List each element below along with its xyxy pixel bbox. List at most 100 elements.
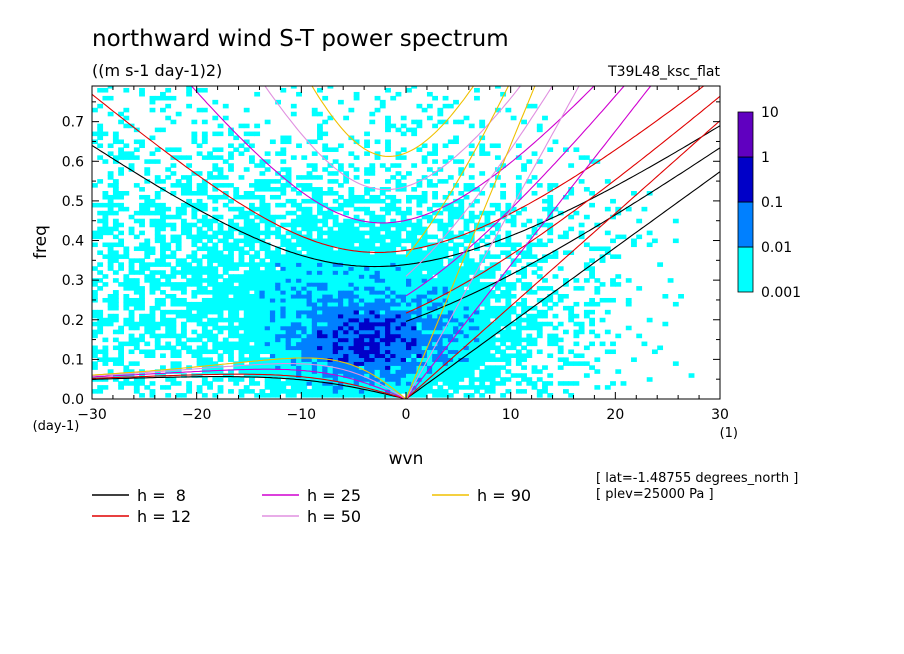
power-cell [128,317,135,323]
power-cell [463,373,470,378]
power-cell [615,206,622,212]
power-cell [269,349,276,355]
power-cell [170,222,177,228]
power-cell [317,389,323,394]
power-cell [264,345,271,351]
power-cell [102,357,109,362]
power-cell [306,305,313,311]
power-cell [133,321,140,327]
power-cell [275,381,281,386]
power-cell [264,294,271,299]
power-cell [515,325,522,331]
power-cell [374,373,381,378]
power-cell [358,317,365,323]
power-cell [447,377,454,382]
power-cell [180,274,187,279]
power-cell [306,349,313,355]
colorbar-segment [737,201,754,248]
power-cell [494,321,501,327]
power-cell [500,294,507,299]
power-cell [301,246,308,252]
power-cell [583,278,590,283]
power-cell [290,226,297,232]
power-cell [385,167,391,172]
power-cell [228,246,234,252]
power-cell [144,179,151,184]
power-cell [426,297,433,303]
power-cell [264,151,271,156]
power-cell [175,262,182,267]
power-cell [364,389,370,394]
power-cell [400,313,407,319]
power-cell [154,301,161,307]
power-cell [379,286,386,291]
power-cell [290,258,297,263]
power-cell [322,325,329,331]
power-cell [191,258,198,263]
power-cell [332,286,339,291]
power-cell [165,309,172,315]
power-cell [249,353,255,358]
power-cell [264,369,271,374]
power-cell [317,266,323,271]
power-cell [311,361,318,366]
power-cell [447,202,454,208]
power-cell [154,190,161,196]
power-cell [374,329,381,335]
power-cell [426,103,433,109]
power-cell [411,131,418,137]
power-cell [374,309,381,315]
power-cell [515,210,522,216]
power-cell [139,305,145,311]
power-cell [604,230,611,236]
power-cell [123,278,130,283]
power-cell [337,99,344,105]
power-cell [165,214,172,220]
x-axis-unit: (1) [720,426,738,441]
power-cell [332,349,339,355]
power-cell [390,123,397,129]
power-cell [468,321,475,327]
power-cell [92,290,98,295]
power-cell [196,87,203,93]
power-cell [191,119,198,125]
power-cell [337,238,344,244]
power-cell [437,297,444,303]
power-cell [217,301,224,307]
power-cell [453,278,459,283]
power-cell [395,258,402,263]
power-cell [254,123,261,129]
power-cell [207,175,213,180]
power-cell [327,361,334,366]
power-cell [144,321,151,327]
power-cell [332,313,339,319]
power-cell [107,206,114,212]
power-cell [128,309,135,315]
power-cell [337,373,344,378]
power-cell [207,266,213,271]
power-cell [196,151,203,156]
power-cell [406,329,412,335]
power-cell [275,246,281,252]
power-cell [421,325,428,331]
power-cell [186,278,193,283]
power-cell [395,238,402,244]
power-cell [515,361,522,366]
power-cell [196,190,203,196]
power-cell [379,198,386,204]
power-cell [421,329,428,335]
power-cell [463,345,470,351]
power-cell [515,337,522,343]
power-cell [531,305,538,311]
power-cell [521,301,527,307]
power-cell [557,357,564,362]
power-cell [458,190,465,196]
power-cell [400,321,407,327]
power-cell [301,329,308,335]
power-cell [426,294,433,299]
power-cell [201,393,208,398]
power-cell [453,242,459,248]
power-cell [259,333,266,339]
power-cell [411,373,418,378]
power-cell [589,301,595,307]
